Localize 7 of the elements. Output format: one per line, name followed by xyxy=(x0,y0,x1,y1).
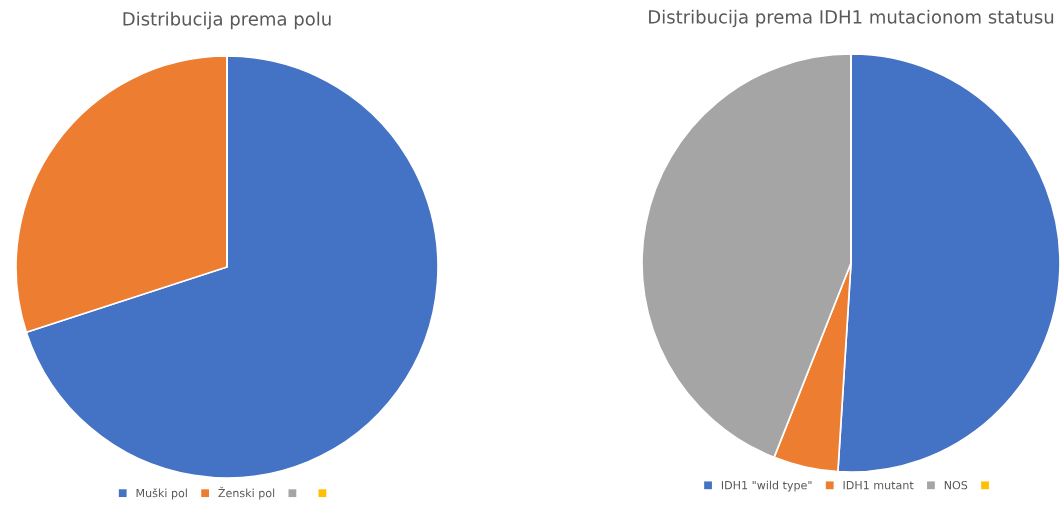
chart-title: Distribucija prema polu xyxy=(123,11,331,30)
chart-title: Distribucija prema IDH1 mutacionom statusu xyxy=(649,9,1054,28)
legend-label: IDH1 "wild type" xyxy=(721,480,812,492)
legend-label: NOS xyxy=(944,480,968,490)
legend-label: IDH1 mutant xyxy=(843,481,914,490)
legend-label: Muški pol xyxy=(136,488,187,500)
legend-label: Ženski pol xyxy=(218,486,275,500)
